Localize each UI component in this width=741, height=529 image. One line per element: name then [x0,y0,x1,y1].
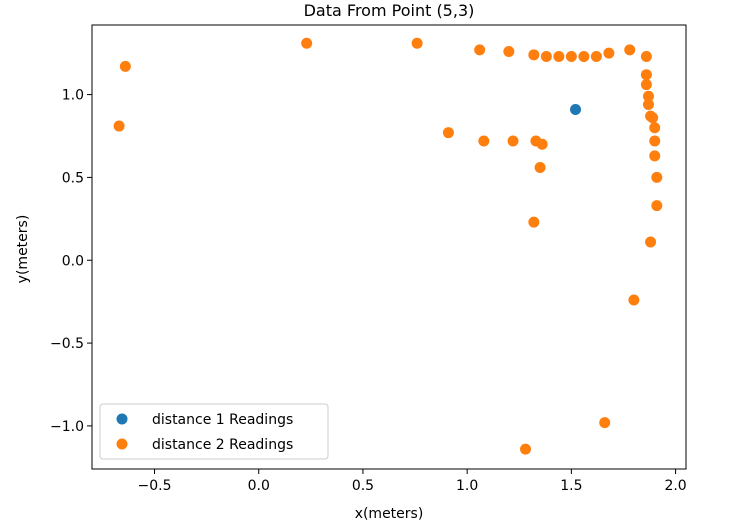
points-layer [113,37,663,455]
data-point [553,50,565,62]
data-point [474,44,486,56]
data-point [628,294,640,306]
legend-label: distance 2 Readings [152,437,293,453]
x-axis-label: x(meters) [355,506,424,522]
data-point [647,112,659,124]
data-point [411,37,423,49]
data-point [590,50,602,62]
data-point [528,216,540,228]
data-point [565,50,577,62]
y-axis-ticks: −1.0 −0.5 0.0 0.5 1.0 [50,88,92,435]
data-point [534,161,546,173]
x-tick-label: 0.0 [248,478,270,494]
plot-border [91,24,687,470]
data-point [649,135,661,147]
legend: distance 1 Readings distance 2 Readings [99,403,329,460]
data-point [640,69,652,81]
chart-title: Data From Point (5,3) [304,1,475,20]
data-point [570,103,582,115]
data-point [651,200,663,212]
data-point [599,417,611,429]
series-1 [570,103,582,115]
data-point [503,46,515,58]
y-tick-label: −1.0 [50,419,84,435]
y-tick-label: 1.0 [62,88,84,104]
data-point [536,138,548,150]
data-point [119,60,131,72]
x-tick-label: 1.0 [456,478,478,494]
data-point [442,127,454,139]
data-point [645,236,657,248]
x-axis-ticks: −0.5 0.0 0.5 1.0 1.5 2.0 [138,469,687,494]
legend-box [99,403,329,460]
x-tick-label: 0.5 [352,478,374,494]
data-point [478,135,490,147]
data-point [649,150,661,162]
legend-marker [116,413,128,425]
data-point [520,443,532,455]
data-point [528,49,540,61]
data-point [301,37,313,49]
x-tick-label: 2.0 [664,478,686,494]
data-point [507,135,519,147]
y-tick-label: 0.0 [62,253,84,269]
y-axis-label: y(meters) [15,215,31,284]
data-point [640,50,652,62]
data-point [540,50,552,62]
series-2 [113,37,663,455]
y-tick-label: −0.5 [50,336,84,352]
legend-label: distance 1 Readings [152,412,293,428]
data-point [624,44,636,56]
data-point [649,122,661,134]
data-point [640,79,652,91]
data-point [642,99,654,111]
data-point [603,47,615,59]
data-point [651,171,663,183]
data-point [578,50,590,62]
data-point [113,120,125,132]
legend-marker [116,438,128,450]
axes-frame [91,24,687,470]
data-point [642,90,654,102]
x-tick-label: 1.5 [560,478,582,494]
y-tick-label: 0.5 [62,170,84,186]
x-tick-label: −0.5 [138,478,172,494]
